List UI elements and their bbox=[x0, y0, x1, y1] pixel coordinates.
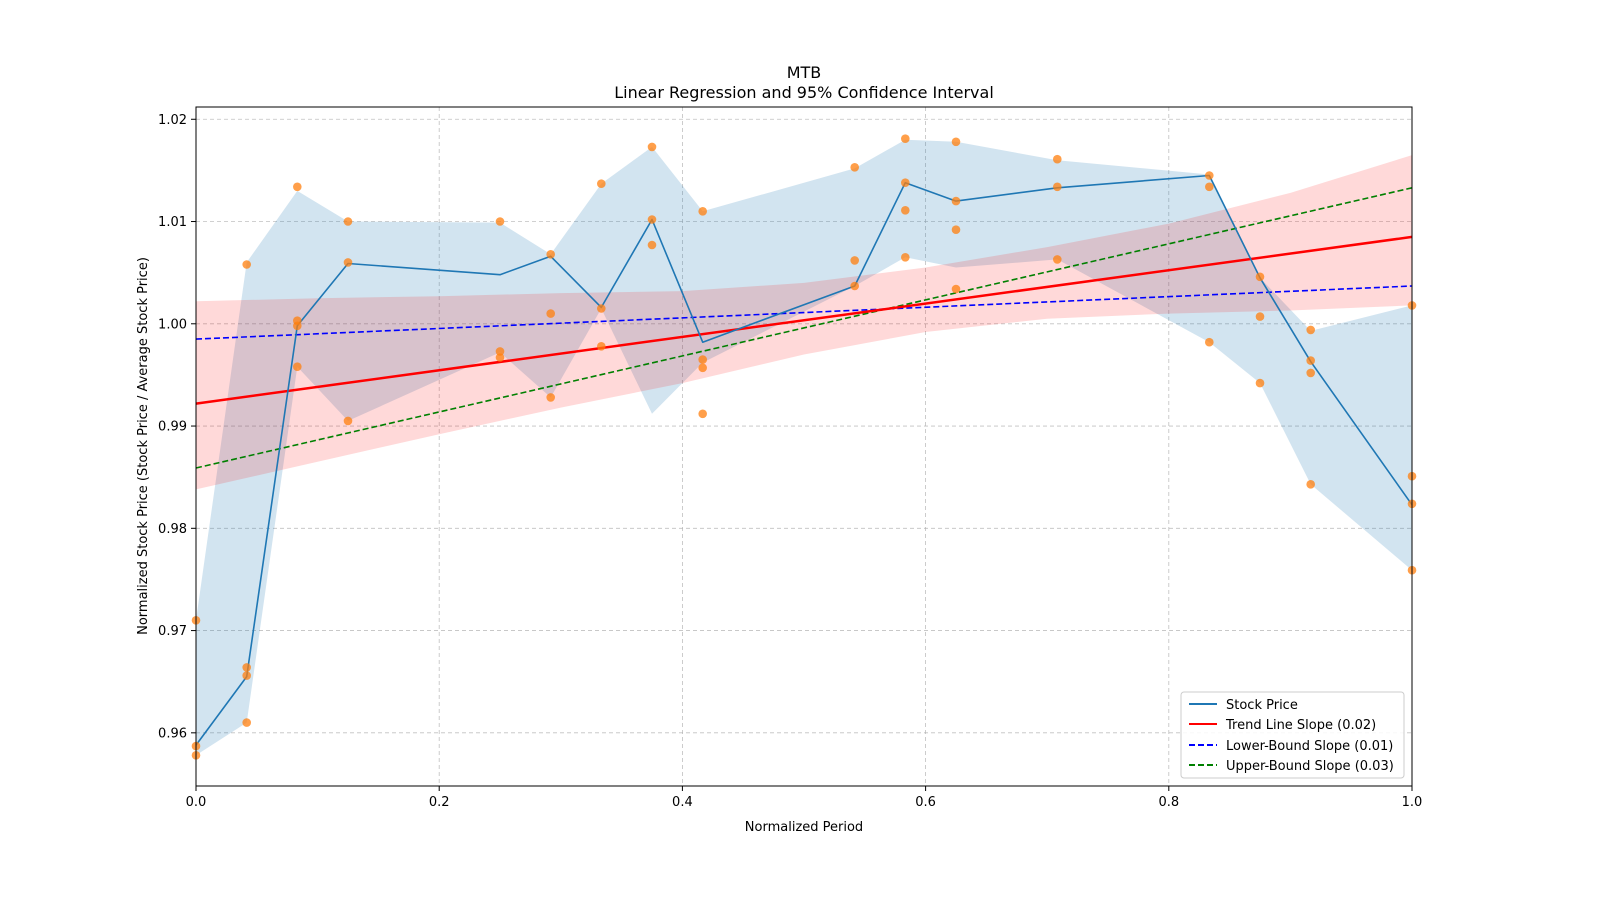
scatter-point bbox=[343, 258, 353, 267]
x-tick-label: 0.6 bbox=[915, 795, 936, 810]
y-tick-label: 0.97 bbox=[158, 624, 187, 639]
scatter-point bbox=[1255, 312, 1265, 321]
scatter-point bbox=[647, 142, 657, 152]
y-axis-label: Normalized Stock Price (Stock Price / Av… bbox=[136, 257, 151, 635]
scatter-point bbox=[242, 671, 251, 680]
scatter-point bbox=[1306, 368, 1315, 378]
scatter-point bbox=[1306, 480, 1315, 489]
scatter-point bbox=[698, 355, 707, 364]
scatter-point bbox=[495, 347, 505, 356]
scatter-point bbox=[343, 217, 353, 226]
scatter-point bbox=[647, 240, 657, 250]
lower-bound-line bbox=[195, 285, 1413, 340]
scatter-point bbox=[242, 718, 251, 727]
confidence-bands bbox=[196, 139, 1412, 756]
y-tick-label: 1.00 bbox=[158, 317, 187, 332]
scatter-point bbox=[1306, 325, 1315, 335]
scatter-point bbox=[1306, 356, 1315, 365]
legend-label-upper: Upper-Bound Slope (0.03) bbox=[1226, 759, 1394, 774]
upper-bound-line bbox=[195, 187, 1413, 469]
scatter-point bbox=[901, 178, 910, 187]
y-tick-label: 0.96 bbox=[158, 726, 187, 741]
scatter-point bbox=[850, 281, 859, 291]
scatter-point bbox=[951, 284, 961, 294]
scatter-point bbox=[1053, 154, 1062, 164]
scatter-point bbox=[293, 182, 302, 192]
scatter-point bbox=[293, 321, 302, 331]
scatter-point bbox=[901, 134, 910, 143]
scatter-point bbox=[1255, 272, 1265, 282]
trend-line bbox=[195, 235, 1413, 405]
scatter-point bbox=[1205, 171, 1214, 180]
x-tick-label: 1.0 bbox=[1402, 795, 1423, 810]
y-tick-label: 1.02 bbox=[158, 113, 187, 128]
scatter-point bbox=[546, 309, 555, 318]
scatter-point bbox=[698, 409, 707, 419]
scatter-point bbox=[1205, 182, 1214, 192]
x-tick-label: 0.2 bbox=[429, 795, 450, 810]
trend-confidence-band bbox=[196, 155, 1412, 490]
y-tick-label: 0.99 bbox=[158, 420, 187, 435]
legend-box bbox=[1180, 691, 1405, 779]
scatter-point bbox=[597, 304, 606, 313]
scatter-point bbox=[647, 215, 657, 224]
scatter-point bbox=[698, 363, 707, 373]
scatter-point bbox=[901, 252, 910, 262]
scatter-point bbox=[850, 256, 859, 265]
chart-title: MTB bbox=[787, 63, 822, 82]
legend: Stock Price Trend Line Slope (0.02) Lowe… bbox=[1180, 691, 1405, 779]
scatter-point bbox=[597, 179, 606, 188]
scatter-point bbox=[1053, 255, 1062, 264]
scatter-point bbox=[1255, 378, 1265, 388]
legend-label-lower: Lower-Bound Slope (0.01) bbox=[1226, 739, 1393, 754]
scatter-point bbox=[495, 353, 505, 362]
scatter-point bbox=[850, 163, 859, 172]
scatter-point bbox=[951, 225, 961, 234]
scatter-point bbox=[495, 217, 505, 226]
legend-label-trend: Trend Line Slope (0.02) bbox=[1225, 718, 1376, 733]
scatter-point bbox=[242, 663, 251, 672]
legend-label-stock: Stock Price bbox=[1226, 698, 1298, 713]
x-tick-label: 0.0 bbox=[186, 795, 207, 810]
scatter-point bbox=[1205, 337, 1214, 347]
scatter-point bbox=[597, 342, 606, 351]
scatter-point bbox=[951, 196, 961, 206]
axis-ticks: 0.0 0.2 0.4 0.6 0.8 1.0 0.96 0.97 0.98 0.99 1.00 1.… bbox=[158, 113, 1422, 810]
x-tick-label: 0.8 bbox=[1158, 795, 1179, 810]
scatter-point bbox=[951, 137, 961, 147]
chart-subtitle: Linear Regression and 95% Confidence Int… bbox=[614, 83, 994, 102]
scatter-point bbox=[698, 207, 707, 216]
series-lines bbox=[195, 174, 1413, 746]
scatter-point bbox=[293, 362, 302, 372]
x-tick-label: 0.4 bbox=[672, 795, 693, 810]
scatter-point bbox=[901, 206, 910, 215]
plot-frame bbox=[195, 106, 1413, 787]
y-tick-label: 1.01 bbox=[158, 215, 187, 230]
stock-confidence-band bbox=[196, 139, 1412, 756]
x-axis-label: Normalized Period bbox=[745, 820, 863, 835]
scatter-point bbox=[546, 393, 555, 402]
scatter-point bbox=[1053, 182, 1062, 192]
y-tick-label: 0.98 bbox=[158, 522, 187, 537]
stock-price-line bbox=[195, 174, 1413, 746]
scatter-point bbox=[546, 250, 555, 259]
scatter-point bbox=[242, 260, 251, 269]
scatter-point bbox=[343, 416, 353, 426]
